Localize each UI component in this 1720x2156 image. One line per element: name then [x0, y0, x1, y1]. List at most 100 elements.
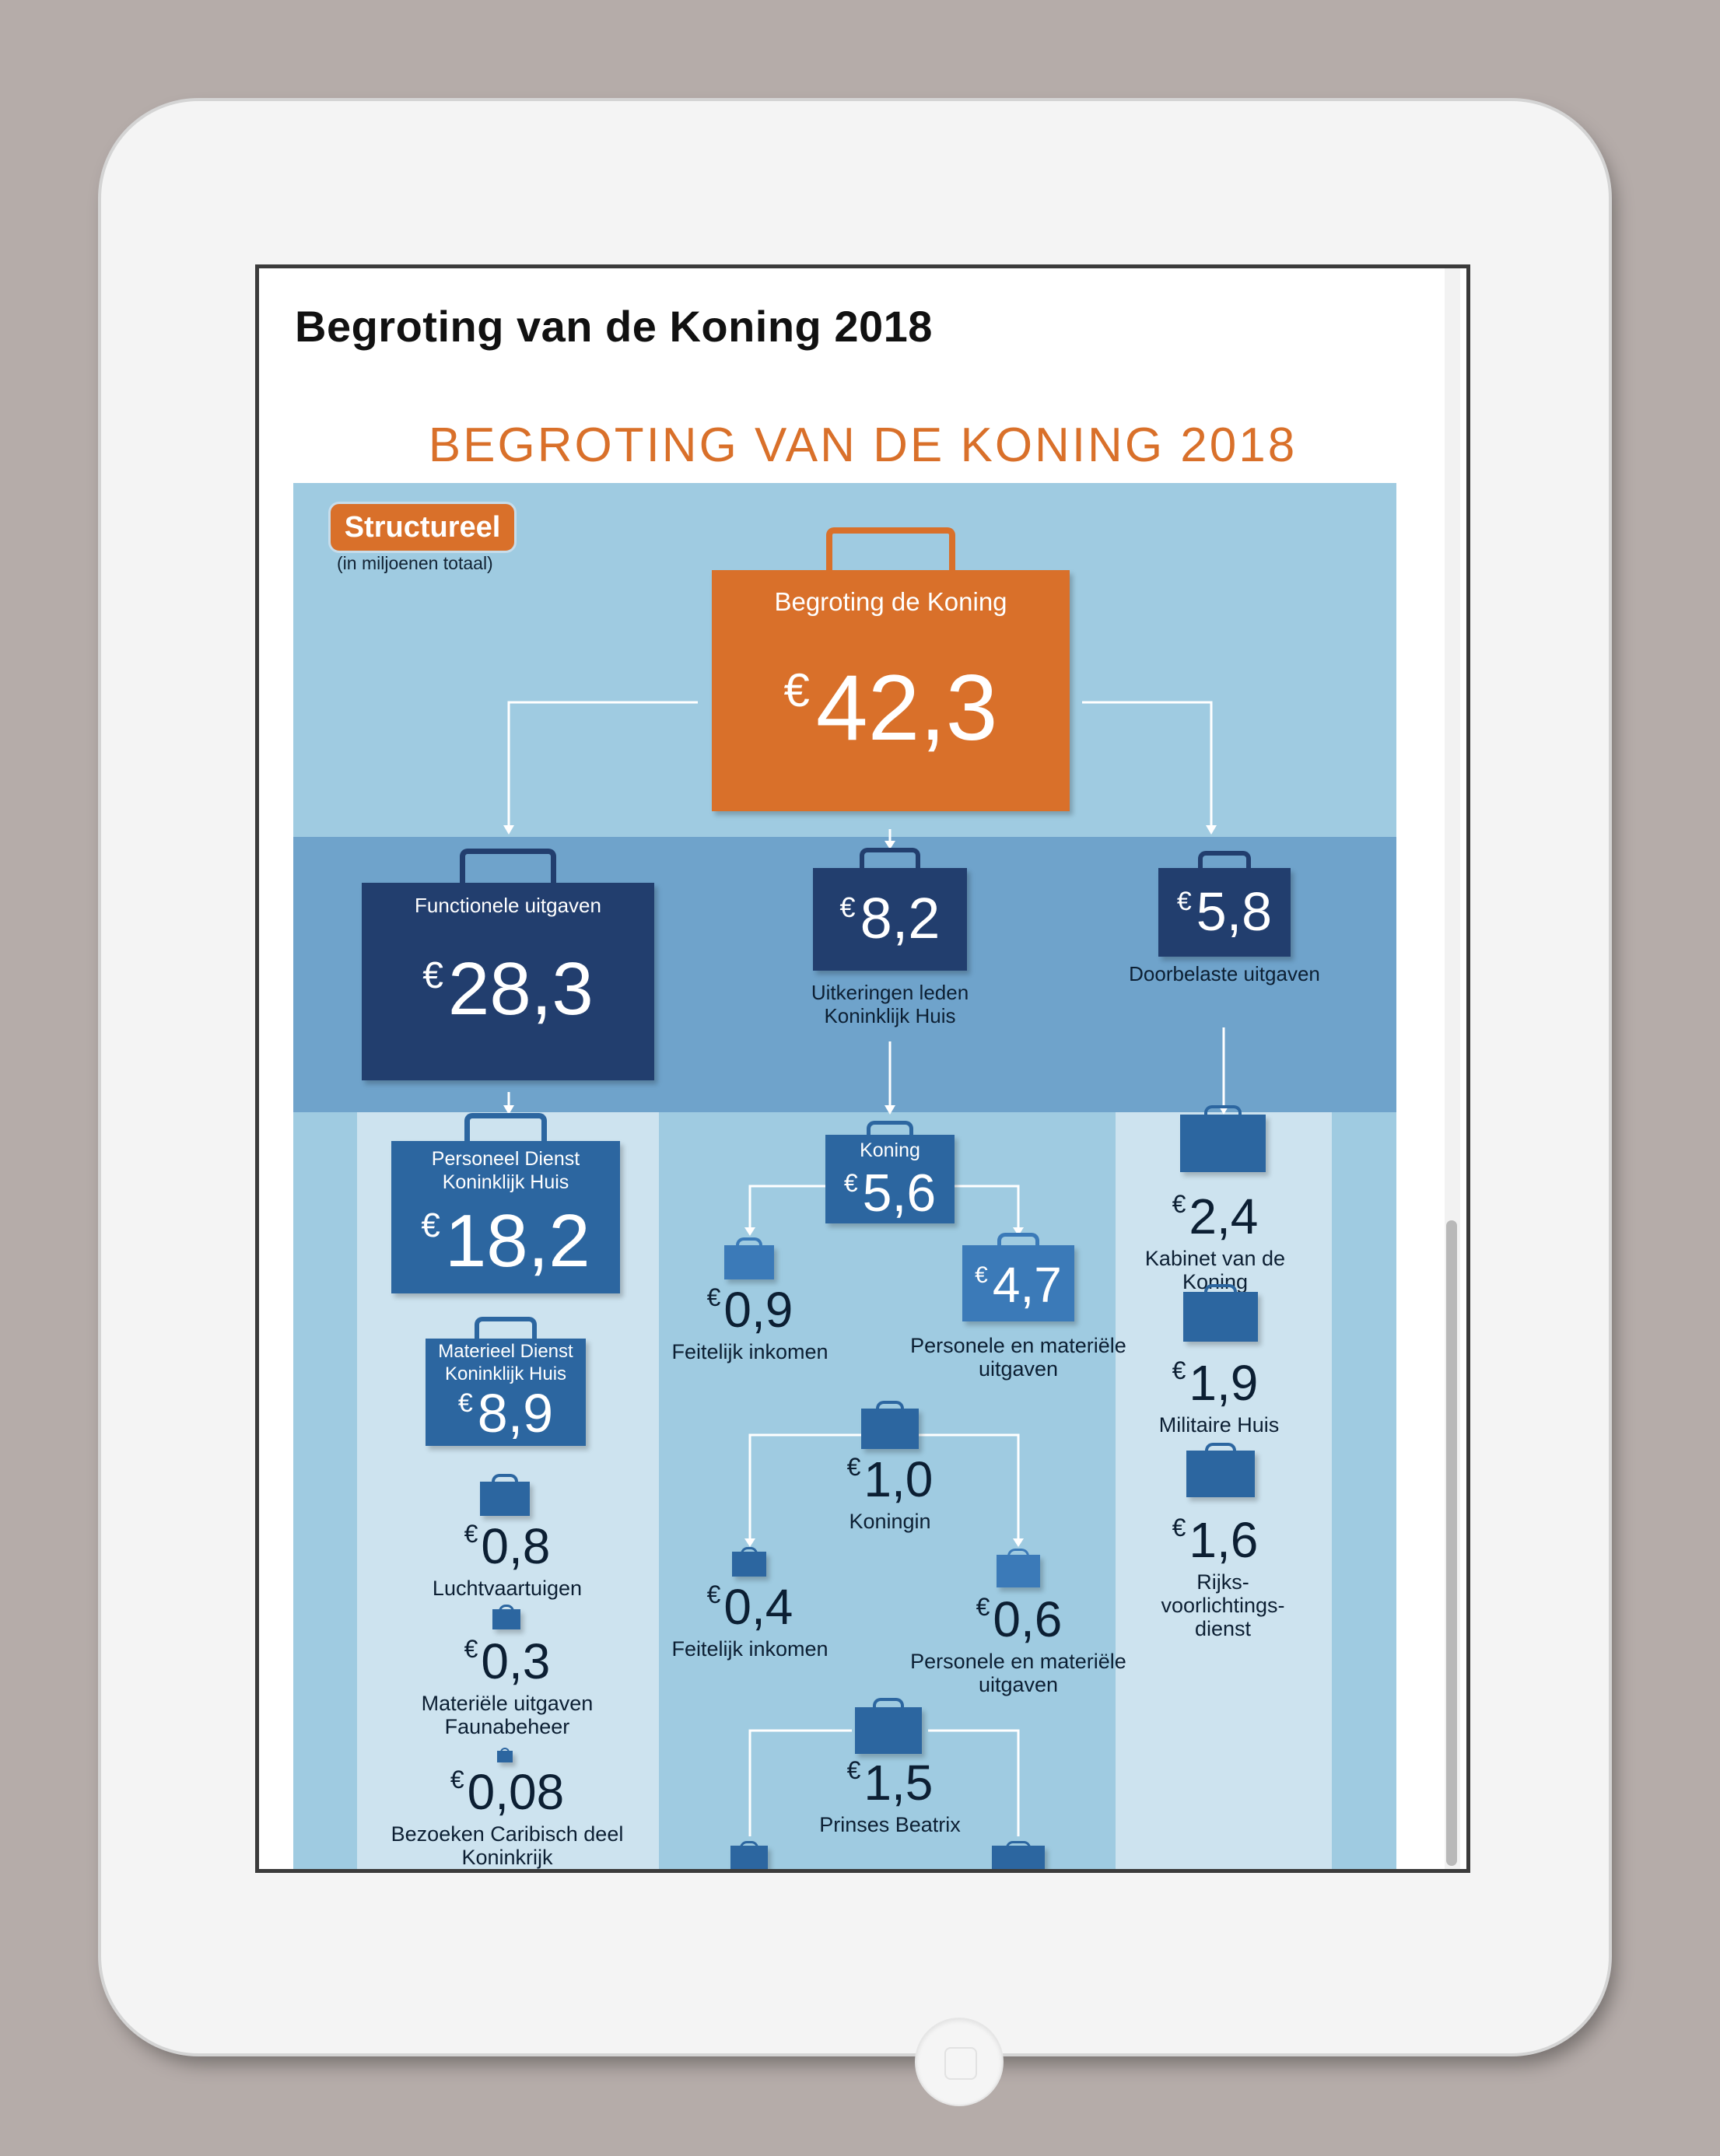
queen-income-briefcase-icon — [732, 1547, 766, 1577]
king-expenses-briefcase-icon: €4,7 — [962, 1233, 1074, 1321]
handle — [464, 1113, 547, 1146]
aircraft-amount: 0,8 — [481, 1518, 551, 1574]
handle — [499, 1605, 514, 1612]
king-expenses-value: €4,7 — [962, 1256, 1074, 1314]
king-income-briefcase-icon — [724, 1237, 774, 1279]
euro-sign: € — [843, 1169, 858, 1197]
king-amount: 5,6 — [862, 1164, 937, 1223]
personnel-value: €18,2 — [391, 1199, 620, 1284]
handle — [1007, 1549, 1029, 1557]
aircraft-label: Luchtvaartuigen — [432, 1577, 583, 1600]
handle — [500, 1748, 510, 1752]
euro-sign: € — [421, 1206, 440, 1244]
badge-subtitle: (in miljoenen totaal) — [337, 553, 493, 573]
material-briefcase-icon: Materieel Dienst Koninklijk Huis €8,9 — [426, 1317, 586, 1446]
king-income-label: Feitelijk inkomen — [671, 1340, 828, 1363]
handle — [736, 1237, 762, 1248]
cabinet-value: €2,4 — [1133, 1188, 1297, 1245]
screen: Begroting van de Koning 2018 BEGROTING V… — [255, 264, 1470, 1873]
euro-sign: € — [706, 1580, 721, 1609]
total-amount: 42,3 — [815, 656, 998, 760]
charged-amount: 5,8 — [1196, 881, 1273, 942]
queen-expenses-amount: 0,6 — [993, 1591, 1063, 1647]
king-label: Koning — [860, 1139, 920, 1161]
handle — [475, 1317, 537, 1343]
functional-value: €28,3 — [362, 947, 654, 1032]
queen-expenses-briefcase-icon — [997, 1549, 1040, 1587]
caribbean-label: Bezoeken Caribisch deel Koninkrijk — [391, 1822, 624, 1869]
euro-sign: € — [1172, 1356, 1186, 1385]
rvd-briefcase-icon — [1186, 1443, 1255, 1497]
king-value: €5,6 — [825, 1163, 955, 1223]
functional-briefcase-icon: Functionele uitgaven €28,3 — [362, 849, 654, 1080]
euro-sign: € — [1172, 1514, 1186, 1542]
king-expenses-label: Personele en materiële uitgaven — [910, 1334, 1126, 1381]
handle — [1006, 1841, 1031, 1848]
benefits-briefcase-icon: €8,2 — [813, 848, 967, 971]
queen-amount: 1,0 — [864, 1451, 934, 1507]
handle — [873, 1698, 904, 1710]
beatrix-briefcase-icon — [855, 1698, 922, 1754]
handle — [1204, 1284, 1237, 1295]
king-briefcase-icon: Koning €5,6 — [825, 1121, 955, 1223]
king-income-value: €0,9 — [668, 1281, 832, 1339]
military-value: €1,9 — [1133, 1354, 1297, 1412]
total-label: Begroting de Koning — [774, 587, 1007, 616]
queen-income-value: €0,4 — [668, 1578, 832, 1636]
cabinet-label: Kabinet van de Koning — [1144, 1247, 1286, 1293]
military-briefcase-icon — [1183, 1284, 1258, 1342]
fauna-briefcase-icon — [492, 1605, 520, 1629]
euro-sign: € — [464, 1635, 478, 1664]
handle — [1198, 851, 1251, 873]
caribbean-value: €0,08 — [410, 1763, 604, 1821]
queen-income-label: Feitelijk inkomen — [671, 1637, 828, 1661]
infographic-title: BEGROTING VAN DE KONING 2018 — [428, 418, 1298, 472]
beatrix-amount: 1,5 — [864, 1755, 934, 1811]
handle — [740, 1841, 758, 1848]
cabinet-briefcase-icon — [1180, 1105, 1266, 1172]
handle — [1205, 1443, 1236, 1454]
queen-income-amount: 0,4 — [723, 1579, 793, 1635]
handle — [1204, 1105, 1242, 1118]
fauna-amount: 0,3 — [481, 1633, 551, 1689]
king-expenses-amount: 4,7 — [992, 1257, 1062, 1313]
queen-label: Koningin — [849, 1510, 931, 1533]
home-square-icon — [944, 2047, 977, 2080]
euro-sign: € — [846, 1453, 861, 1482]
fauna-label: Materiële uitgaven Faunabeheer — [421, 1692, 594, 1738]
charged-briefcase-icon: €5,8 — [1158, 851, 1291, 957]
caribbean-briefcase-icon — [497, 1748, 513, 1762]
benefits-value: €8,2 — [813, 885, 967, 951]
handle — [860, 848, 920, 873]
personnel-briefcase-icon: Personeel Dienst Koninklijk Huis €18,2 — [391, 1113, 620, 1293]
handle — [741, 1547, 758, 1554]
euro-sign: € — [1172, 1190, 1186, 1219]
home-button[interactable] — [916, 2019, 1002, 2105]
euro-sign: € — [1176, 887, 1192, 916]
caribbean-amount: 0,08 — [467, 1764, 565, 1820]
functional-label: Functionele uitgaven — [415, 894, 601, 917]
total-briefcase-icon: Begroting de Koning €42,3 — [712, 527, 1070, 811]
military-amount: 1,9 — [1189, 1355, 1259, 1411]
charged-label: Doorbelaste uitgaven — [1129, 962, 1320, 985]
material-label: Materieel Dienst Koninklijk Huis — [438, 1341, 573, 1384]
material-amount: 8,9 — [477, 1383, 554, 1444]
rvd-amount: 1,6 — [1189, 1512, 1259, 1568]
beatrix-income-briefcase-icon — [730, 1841, 768, 1869]
functional-amount: 28,3 — [447, 947, 594, 1031]
handle — [867, 1121, 913, 1139]
handle — [492, 1474, 518, 1485]
euro-sign: € — [976, 1593, 990, 1622]
structureel-badge: Structureel — [328, 502, 517, 553]
queen-briefcase-icon — [861, 1401, 919, 1449]
charged-value: €5,8 — [1158, 880, 1291, 943]
handle — [460, 849, 556, 888]
benefits-label: Uitkeringen leden Koninklijk Huis — [811, 981, 969, 1027]
euro-sign: € — [422, 955, 443, 996]
euro-sign: € — [783, 664, 810, 716]
queen-expenses-label: Personele en materiële uitgaven — [910, 1650, 1126, 1696]
military-label: Militaire Huis — [1158, 1413, 1280, 1437]
euro-sign: € — [706, 1283, 721, 1312]
scrollbar-thumb[interactable] — [1446, 1220, 1457, 1866]
infographic: Structureel (in miljoenen totaal) Begrot… — [293, 483, 1396, 1869]
